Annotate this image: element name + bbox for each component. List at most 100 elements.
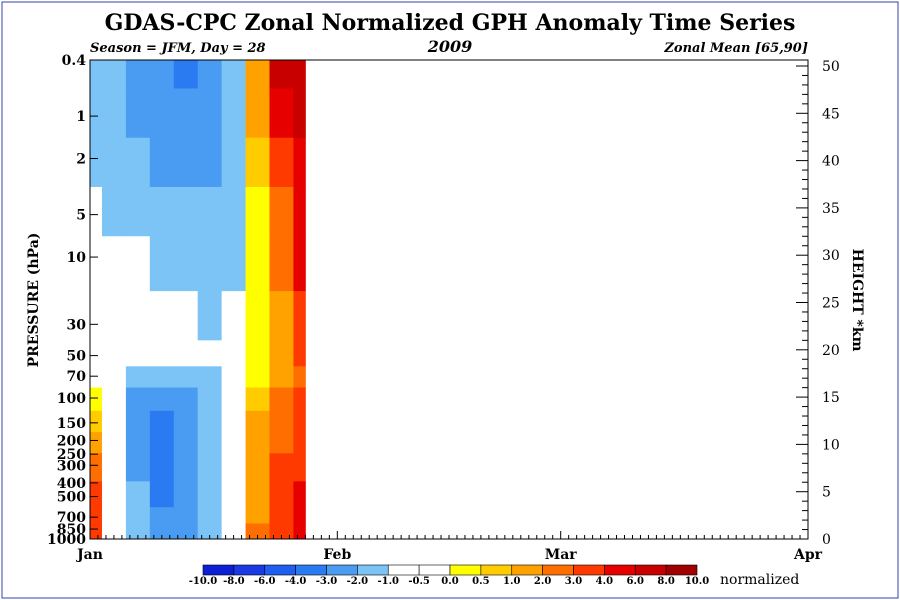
colorbar-swatch: [264, 564, 296, 576]
colorbar-tick-label: 0.0: [441, 576, 458, 587]
heatmap-cell: [269, 137, 294, 187]
heatmap-cell: [90, 452, 103, 482]
heatmap-cell: [269, 60, 294, 89]
heatmap-cell: [221, 431, 246, 454]
heatmap-cell: [269, 480, 294, 508]
heatmap-cell: [197, 365, 223, 388]
heatmap-cell: [125, 186, 151, 237]
heatmap-cell: [125, 506, 151, 524]
heatmap-cell: [197, 88, 223, 138]
heatmap-cell: [101, 387, 127, 411]
heatmap-cell: [90, 186, 103, 237]
heatmap-cell: [293, 410, 306, 433]
heatmap-cell: [221, 387, 246, 411]
heatmap-cell: [221, 480, 246, 508]
y-tick-label: 2: [76, 152, 86, 168]
heatmap-cell: [101, 88, 127, 138]
heatmap-cell: [173, 410, 199, 433]
colorbar-swatch: [665, 564, 698, 576]
y-axis-height: 0 5 10 15 20 25 30 35 40 45 50: [796, 59, 840, 548]
y-axis-label-pressure: PRESSURE (hPa): [26, 233, 42, 368]
heatmap-cell: [90, 365, 103, 388]
heatmap-cell: [125, 480, 151, 508]
colorbar-swatch: [604, 564, 636, 576]
heatmap-cell: [125, 339, 151, 367]
colorbar-tick-label: -10.0: [189, 576, 218, 587]
colorbar-tick-label: 3.0: [565, 576, 582, 587]
heatmap-cell: [125, 365, 151, 388]
heatmap-cell: [149, 452, 175, 482]
heatmap-cell: [149, 506, 175, 524]
heatmap-cell: [269, 387, 294, 411]
heatmap-cell: [197, 387, 223, 411]
heatmap-cell: [269, 452, 294, 482]
heatmap-cell: [245, 480, 270, 508]
heatmap-cell: [125, 452, 151, 482]
colorbar-tick-label: 4.0: [596, 576, 613, 587]
heatmap-cell: [269, 365, 294, 388]
colorbar: -10.0 -8.0 -6.0 -4.0 -3.0 -2.0 -1.0 -0.5 0.0 0.5 1…: [189, 564, 709, 587]
heatmap-cell: [245, 387, 270, 411]
heatmap-cell: [221, 60, 246, 89]
heatmap-cell: [197, 410, 223, 433]
heatmap-cell: [90, 410, 103, 433]
heatmap-cell: [245, 410, 270, 433]
heatmap-cell: [101, 290, 127, 341]
heatmap-cell: [125, 290, 151, 341]
heatmap-cell: [293, 431, 306, 454]
heatmap-cell: [149, 339, 175, 367]
heatmap-cell: [125, 137, 151, 187]
heatmap-cell: [293, 534, 306, 540]
x-tick-label: Mar: [545, 547, 578, 563]
heatmap-cell: [221, 235, 246, 292]
y2-tick-label: 15: [822, 390, 840, 406]
heatmap-cell: [90, 506, 103, 524]
heatmap-cell: [197, 452, 223, 482]
heatmap-cell: [197, 506, 223, 524]
heatmap-cell: [90, 480, 103, 508]
heatmap-cell: [149, 410, 175, 433]
colorbar-swatch: [449, 564, 482, 576]
heatmap-cell: [101, 60, 127, 89]
heatmap-cell: [221, 365, 246, 388]
y-tick-label: 400: [57, 476, 86, 492]
y2-tick-label: 25: [822, 296, 840, 312]
heatmap-cell: [173, 387, 199, 411]
y-tick-label: 1: [76, 109, 86, 125]
heatmap-cell: [293, 365, 306, 388]
heatmap-cell: [173, 365, 199, 388]
heatmap-cell: [90, 339, 103, 367]
heatmap-cell: [293, 60, 306, 89]
y2-tick-label: 45: [822, 106, 840, 122]
y-tick-label: 50: [67, 349, 87, 365]
y-tick-label: 200: [57, 433, 86, 449]
heatmap-cells: [90, 60, 306, 540]
y2-tick-label: 0: [822, 532, 831, 548]
heatmap-cell: [90, 235, 103, 292]
heatmap-cell: [173, 523, 199, 535]
heatmap-cell: [293, 523, 306, 535]
heatmap-cell: [245, 88, 270, 138]
subtitle-left: Season = JFM, Day = 28: [90, 41, 266, 56]
heatmap-cell: [269, 186, 294, 237]
heatmap-cell: [197, 137, 223, 187]
heatmap-cell: [245, 60, 270, 89]
colorbar-tick-label: -2.0: [347, 576, 369, 587]
colorbar-swatch: [480, 564, 513, 576]
heatmap-cell: [125, 387, 151, 411]
heatmap-cell: [221, 339, 246, 367]
y-tick-label: 5: [76, 208, 86, 224]
heatmap-cell: [173, 339, 199, 367]
heatmap-cell: [269, 88, 294, 138]
heatmap-cell: [101, 137, 127, 187]
y-tick-label: 150: [57, 416, 86, 432]
colorbar-swatch: [233, 564, 266, 576]
y-tick-label: 100: [57, 391, 86, 407]
heatmap-cell: [197, 60, 223, 89]
heatmap-cell: [221, 410, 246, 433]
heatmap-cell: [197, 186, 223, 237]
heatmap-cell: [293, 480, 306, 508]
heatmap-cell: [149, 137, 175, 187]
heatmap-cell: [197, 290, 223, 341]
